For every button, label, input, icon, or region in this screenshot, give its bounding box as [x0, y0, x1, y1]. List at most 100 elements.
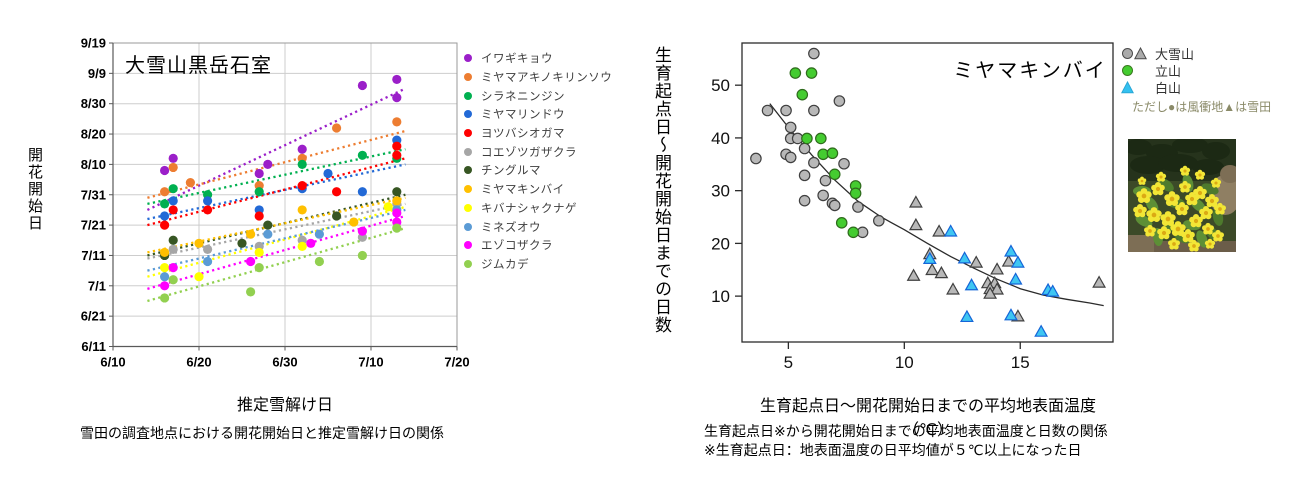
y-tick-label: 8/10 — [81, 157, 106, 172]
y-tick-label: 50 — [711, 76, 730, 95]
right-chart-caption: 生育起点日※から開花開始日までの平均地表面温度と日数の関係 ※生育起点日：地表面… — [704, 422, 1108, 460]
scatter-point — [203, 196, 213, 206]
scatter-point-circle — [838, 157, 850, 170]
scatter-point-triangle — [943, 224, 958, 237]
scatter-point-triangle — [922, 251, 937, 265]
scatter-point-circle — [801, 132, 813, 145]
trend-line — [147, 227, 406, 303]
legend-item: ミヤマリンドウ — [464, 105, 612, 124]
scatter-point — [392, 196, 402, 206]
scatter-point — [168, 184, 178, 194]
left-chart-legend: イワギキョウミヤマアキノキリンソウ シラネニンジン ミヤマリンドウヨツバシオガマ コエ… — [464, 49, 612, 273]
scatter-point-circle — [805, 67, 818, 79]
legend-item: キバナシャクナゲ — [464, 199, 612, 218]
right-chart-caption-line1: 生育起点日※から開花開始日までの平均地表面温度と日数の関係 — [704, 423, 1108, 439]
legend-circle-icon — [1122, 48, 1133, 59]
scatter-point-circle — [798, 169, 811, 182]
legend-marker-icon — [464, 185, 472, 194]
scatter-point-triangle — [1004, 308, 1018, 321]
y-tick-label: 10 — [711, 287, 730, 306]
scatter-point — [203, 244, 213, 254]
scatter-point-circle — [852, 201, 864, 213]
left-chart-y-axis-label: 開花開始日 — [26, 147, 43, 232]
scatter-point — [314, 229, 324, 239]
legend-item: 立山 — [1121, 62, 1271, 79]
x-tick-label: 15 — [1011, 353, 1030, 372]
scatter-point — [160, 187, 170, 197]
scatter-point — [332, 123, 342, 133]
legend-item: エゾコザクラ — [464, 236, 612, 255]
scatter-point-circle — [761, 104, 774, 117]
legend-item-label: ミヤマキンバイ — [481, 184, 565, 197]
right-chart-plot: 10 20 30 40 50 5 10 15 — [711, 42, 1114, 372]
scatter-point-circle — [798, 194, 811, 207]
scatter-point — [194, 272, 204, 282]
scatter-point — [314, 256, 324, 267]
scatter-point — [246, 287, 256, 297]
legend-item-label: ヨツバシオガマ — [481, 128, 565, 141]
series-triangle — [906, 195, 1107, 322]
legend-marker-icon — [464, 73, 472, 82]
legend-item: イワギキョウ — [464, 49, 612, 68]
scatter-point — [392, 208, 402, 218]
legend-markers — [1121, 64, 1149, 77]
scatter-point — [254, 211, 264, 221]
right-chart-x-axis-label: 生育起点日～開花開始日までの平均地表面温度（℃） — [759, 398, 1096, 439]
scatter-point — [254, 262, 264, 273]
trend-line — [147, 205, 406, 278]
series-circle — [750, 47, 885, 239]
scatter-point-circle — [808, 156, 820, 169]
legend-marker-icon — [464, 91, 472, 100]
y-tick-label: 30 — [711, 182, 730, 201]
scatter-point-circle — [828, 168, 841, 181]
x-tick-label: 6/20 — [186, 355, 211, 370]
legend-marker-icon — [464, 241, 472, 250]
y-tick-label: 20 — [711, 234, 730, 253]
legend-item: チングルマ — [464, 161, 612, 180]
y-tick-label: 6/11 — [81, 339, 106, 354]
legend-item: 白山 — [1121, 79, 1271, 96]
y-tick-label: 8/20 — [81, 127, 106, 142]
scatter-point-circle — [789, 67, 802, 79]
scatter-point-triangle — [990, 262, 1004, 275]
legend-item: ジムカデ — [464, 255, 612, 274]
scatter-point-circle — [808, 47, 820, 60]
legend-marker-icon — [464, 259, 472, 268]
legend-triangle-icon — [1121, 81, 1134, 94]
scatter-point — [392, 223, 402, 233]
scatter-point — [383, 202, 393, 212]
legend-item-label: イワギキョウ — [481, 53, 553, 66]
scatter-point — [203, 256, 213, 267]
scatter-point — [306, 238, 316, 248]
left-chart-title: 大雪山黒岳石室 — [125, 55, 272, 77]
left-chart-caption: 雪田の調査地点における開花開始日と推定雪解け日の関係 — [80, 425, 444, 441]
legend-item-label: チングルマ — [481, 165, 541, 178]
trend-line — [147, 202, 406, 260]
scatter-point-circle — [826, 147, 839, 160]
scatter-point — [168, 153, 178, 163]
scatter-point — [254, 187, 264, 197]
legend-item: シラネニンジン — [464, 86, 612, 105]
legend-item-label: 大雪山 — [1155, 47, 1195, 62]
scatter-point-triangle — [906, 268, 921, 281]
y-tick-label: 7/31 — [81, 187, 106, 202]
x-tick-label: 6/10 — [100, 355, 125, 370]
y-tick-label: 9/9 — [88, 66, 106, 81]
legend-circle-icon — [1122, 65, 1133, 76]
scatter-point — [297, 144, 307, 154]
scatter-point-triangle — [1008, 272, 1023, 285]
scatter-point-circle — [819, 174, 832, 187]
scatter-point-circle — [835, 217, 848, 229]
scatter-point-triangle — [990, 282, 1004, 295]
x-tick-label: 7/20 — [444, 355, 469, 370]
legend-marker-icon — [464, 203, 472, 212]
left-chart-x-axis-label: 推定雪解け日 — [236, 397, 333, 414]
scatter-point — [168, 205, 178, 215]
scatter-point — [168, 235, 178, 245]
legend-item: ミヤマアキノキリンソウ — [464, 68, 612, 87]
scatter-point — [254, 247, 264, 258]
scatter-point-circle — [833, 95, 846, 107]
legend-item: コエゾツガザクラ — [464, 142, 612, 161]
x-tick-label: 5 — [784, 353, 793, 372]
